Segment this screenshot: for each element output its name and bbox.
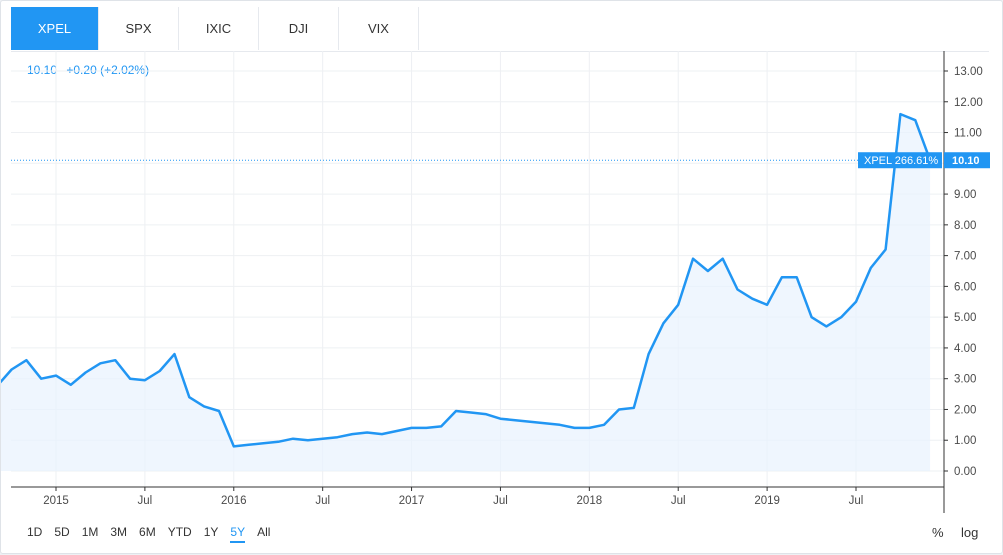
y-tick-label: 12.00 <box>954 97 983 109</box>
price-axis: 0.00 1.00 2.00 3.00 4.00 5.00 6.00 7.00 8.00 9.00… <box>944 66 983 478</box>
range-ytd[interactable]: YTD <box>167 525 192 539</box>
y-tick-label: 8.00 <box>954 220 976 232</box>
range-6m[interactable]: 6M <box>139 525 156 539</box>
range-3m[interactable]: 3M <box>110 525 128 539</box>
tab-xpel[interactable]: XPEL <box>11 7 99 50</box>
range-1d[interactable]: 1D <box>27 525 43 539</box>
x-tick-label: 2016 <box>221 495 247 507</box>
range-all[interactable]: All <box>257 525 271 539</box>
tab-spx[interactable]: SPX <box>99 7 179 50</box>
x-tick-label: Jul <box>849 495 864 507</box>
y-tick-label: 2.00 <box>954 404 976 416</box>
range-1m[interactable]: 1M <box>81 525 99 539</box>
price-line <box>1 112 932 448</box>
price-area-fill <box>1 114 931 471</box>
y-tick-label: 4.00 <box>954 343 976 355</box>
y-tick-label: 3.00 <box>954 374 976 386</box>
tab-ixic[interactable]: IXIC <box>179 7 259 50</box>
last-price: 10.10 <box>27 63 58 77</box>
x-tick-label: Jul <box>315 495 330 507</box>
range-selector: 1D 5D 1M 3M 6M YTD 1Y 5Y All <box>27 525 282 543</box>
marker-price-bg <box>944 152 990 169</box>
marker-label: XPEL 266.61% <box>864 155 938 167</box>
x-tick-label: Jul <box>138 495 153 507</box>
x-tick-label: 2018 <box>577 495 603 507</box>
range-5d[interactable]: 5D <box>54 525 70 539</box>
y-tick-label: 6.00 <box>954 281 976 293</box>
current-price-marker: XPEL 266.61% 10.10 <box>858 152 990 169</box>
price-change: +0.20 (+2.02%) <box>66 63 150 77</box>
y-tick-label: 5.00 <box>954 312 976 324</box>
x-tick-label: 2015 <box>43 495 69 507</box>
y-tick-label: 13.00 <box>954 66 983 78</box>
tab-dji[interactable]: DJI <box>259 7 339 50</box>
y-tick-label: 9.00 <box>954 189 976 201</box>
tab-vix[interactable]: VIX <box>339 7 419 50</box>
marker-price: 10.10 <box>952 155 980 167</box>
price-header: 10.10 +0.20 (+2.02%) <box>27 63 155 77</box>
y-tick-label: 0.00 <box>954 466 976 478</box>
marker-label-bg <box>858 152 942 169</box>
x-tick-label: 2017 <box>399 495 425 507</box>
y-tick-label: 1.00 <box>954 435 976 447</box>
x-tick-label: Jul <box>493 495 508 507</box>
y-tick-label: 11.00 <box>954 128 982 140</box>
range-5y[interactable]: 5Y <box>230 525 246 543</box>
x-tick-label: Jul <box>671 495 686 507</box>
range-1y[interactable]: 1Y <box>203 525 219 539</box>
percent-toggle[interactable]: % <box>932 525 944 540</box>
time-axis: 2015 Jul 2016 Jul 2017 Jul 2018 Jul 2019 Jul <box>43 487 863 507</box>
x-tick-label: 2019 <box>754 495 780 507</box>
y-tick-label: 7.00 <box>954 251 976 263</box>
log-toggle[interactable]: log <box>961 525 979 540</box>
